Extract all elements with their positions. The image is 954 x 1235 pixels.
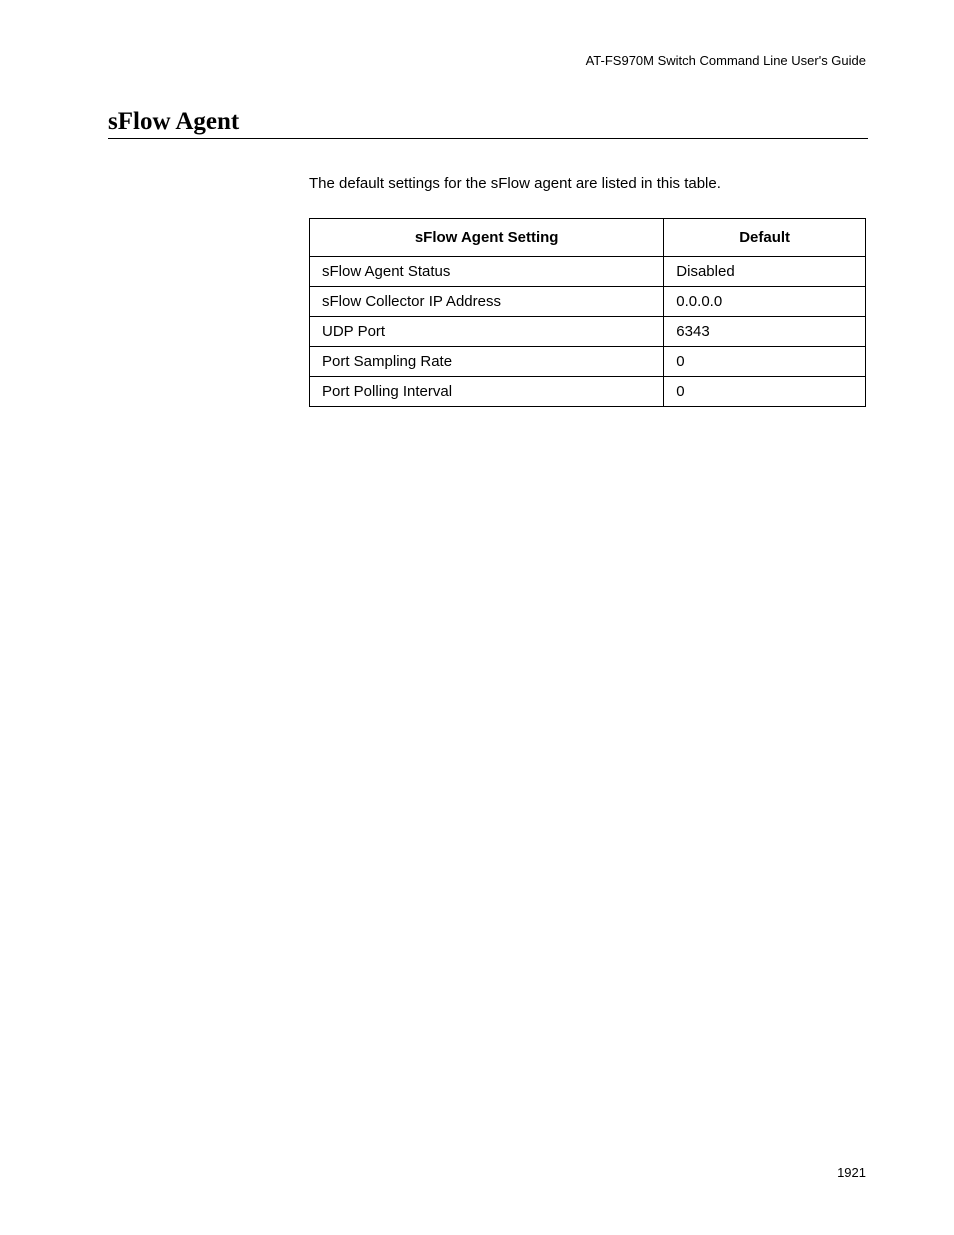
- table-row: sFlow Agent Status Disabled: [310, 257, 866, 287]
- intro-paragraph: The default settings for the sFlow agent…: [309, 175, 721, 192]
- table-header-setting: sFlow Agent Setting: [310, 219, 664, 257]
- table-cell-default: 6343: [664, 317, 866, 347]
- table-header-row: sFlow Agent Setting Default: [310, 219, 866, 257]
- section-title: sFlow Agent: [108, 108, 239, 136]
- table-cell-setting: sFlow Collector IP Address: [310, 287, 664, 317]
- table-row: sFlow Collector IP Address 0.0.0.0: [310, 287, 866, 317]
- table-row: Port Sampling Rate 0: [310, 347, 866, 377]
- table-cell-default: Disabled: [664, 257, 866, 287]
- table-cell-default: 0.0.0.0: [664, 287, 866, 317]
- table-cell-default: 0: [664, 377, 866, 407]
- table-cell-setting: UDP Port: [310, 317, 664, 347]
- title-underline: [108, 138, 868, 139]
- table-cell-setting: Port Polling Interval: [310, 377, 664, 407]
- sflow-settings-table: sFlow Agent Setting Default sFlow Agent …: [309, 218, 866, 407]
- document-header: AT-FS970M Switch Command Line User's Gui…: [586, 53, 866, 68]
- page-number: 1921: [837, 1165, 866, 1180]
- table-cell-setting: sFlow Agent Status: [310, 257, 664, 287]
- table-row: Port Polling Interval 0: [310, 377, 866, 407]
- table-row: UDP Port 6343: [310, 317, 866, 347]
- table-cell-default: 0: [664, 347, 866, 377]
- table-cell-setting: Port Sampling Rate: [310, 347, 664, 377]
- table-header-default: Default: [664, 219, 866, 257]
